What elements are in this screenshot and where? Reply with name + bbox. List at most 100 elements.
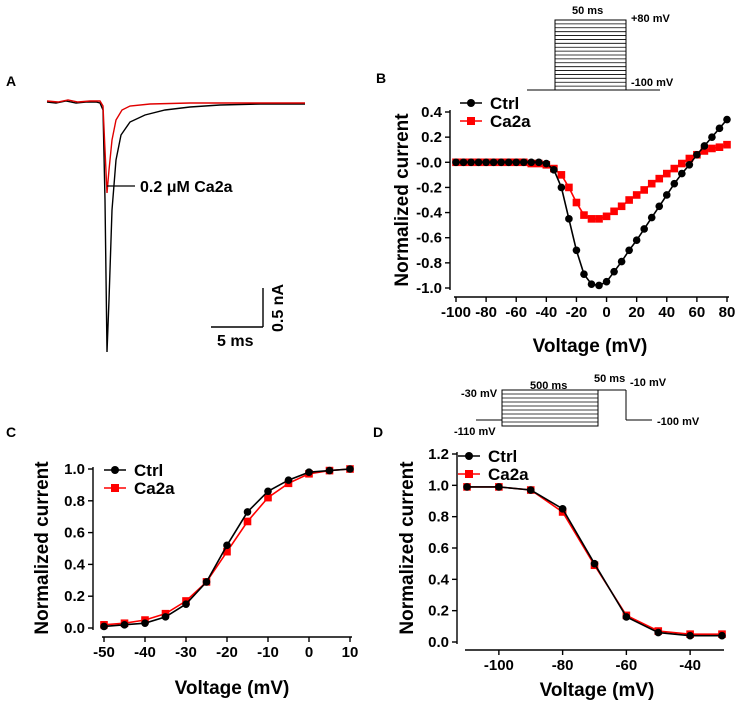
point-ctrl-d (463, 483, 471, 491)
point-ctrl-b (467, 158, 475, 167)
point-ctrl-d (495, 483, 503, 491)
point-ctrl-d (686, 631, 694, 640)
y-tick-label-d: 1.0 (428, 477, 449, 494)
plot-d: -100 -80 -60 -40 0.0 0.2 0.4 0.6 0.8 1.0 1.2 Voltag… (397, 446, 726, 701)
point-ca2a-b (723, 140, 731, 149)
point-ca2a-b (557, 171, 566, 179)
point-ctrl-c (325, 466, 334, 475)
y-tick-label-b: -0.4 (416, 205, 443, 222)
point-ca2a-b (572, 198, 581, 207)
x-tick-label-d: -60 (616, 657, 638, 674)
point-ctrl-c (284, 476, 293, 484)
plot-c: -50 -40 -30 -20 -10 0 10 0.0 0.2 0.4 0.6 0.8 1.0 Volt… (32, 461, 358, 699)
x-tick-label-d: -100 (484, 657, 514, 674)
x-tick-label-c: 0 (305, 644, 313, 661)
point-ca2a-b (647, 179, 656, 188)
x-tick-label-b: 80 (719, 304, 736, 321)
x-tick-label-d: -80 (552, 657, 574, 674)
y-axis-title-d: Normalized current (397, 461, 418, 635)
x-tick-label-b: -20 (566, 304, 588, 321)
panel-letter-b: B (376, 70, 386, 86)
legend-label-ca2a-b: Ca2a (490, 112, 531, 131)
point-ca2a-b (662, 169, 671, 178)
point-ca2a-b (685, 154, 694, 163)
point-ca2a-c (223, 547, 231, 556)
protocol-d-cond: -30 mV (461, 388, 498, 400)
point-ctrl-d (654, 628, 663, 637)
point-ctrl-b (632, 236, 641, 245)
point-ctrl-c (182, 600, 190, 608)
point-ca2a-c (243, 517, 252, 526)
point-ctrl-b (580, 270, 588, 278)
legend-label-ctrl-d: Ctrl (488, 447, 517, 466)
point-ctrl-c (202, 578, 211, 586)
point-ctrl-c (100, 622, 108, 631)
y-tick-label-d: 0.4 (428, 571, 450, 588)
y-axis-title-b: Normalized current (392, 113, 413, 287)
point-ctrl-b (489, 158, 498, 167)
point-ctrl-b (640, 225, 648, 233)
point-ctrl-b (459, 158, 468, 167)
point-ca2a-b (617, 202, 626, 211)
x-tick-label-c: -40 (134, 644, 156, 661)
y-tick-label-b: -0.6 (416, 230, 442, 247)
point-ca2a-b (640, 186, 648, 194)
point-ctrl-b (557, 183, 566, 192)
x-tick-label-b: -60 (505, 304, 527, 321)
point-ctrl-d (558, 505, 567, 513)
y-tick-label-d: 0.8 (428, 509, 449, 526)
protocol-d-hold: -110 mV (454, 426, 496, 438)
legend-label-ctrl-b: Ctrl (490, 94, 519, 113)
point-ctrl-b (565, 215, 573, 223)
point-ctrl-d (590, 559, 599, 568)
point-ca2a-b (655, 174, 664, 183)
point-ctrl-b (670, 179, 679, 188)
point-ctrl-b (527, 158, 536, 167)
x-tick-label-c: 10 (342, 644, 359, 661)
point-ca2a-b (595, 215, 603, 223)
y-tick-label-d: 0.2 (428, 603, 449, 620)
legend-label-ca2a-d: Ca2a (488, 465, 529, 484)
point-ca2a-b (565, 183, 573, 192)
point-ca2a-b (625, 196, 633, 204)
point-ca2a-b (587, 215, 596, 223)
protocol-b-low: -100 mV (631, 77, 674, 89)
legend-marker-ctrl-d (465, 452, 473, 460)
x-tick-label-c: -20 (216, 644, 238, 661)
protocol-d: -30 mV 500 ms 50 ms -10 mV -110 mV -100 … (454, 373, 700, 438)
x-tick-label-c: -10 (257, 644, 279, 661)
scale-bar-current-label: 0.5 nA (270, 284, 287, 332)
x-axis-title-d: Voltage (mV) (540, 680, 655, 701)
legend-marker-ca2a-c (111, 484, 119, 492)
point-ctrl-b (685, 161, 694, 169)
point-ca2a-b (715, 143, 724, 151)
annotation-label: 0.2 μM Ca2a (140, 179, 233, 196)
trace-ca2a (46, 99, 305, 194)
point-ctrl-b (647, 213, 656, 222)
y-tick-label-b: 0.4 (421, 104, 443, 121)
y-tick-label-c: 1.0 (64, 461, 85, 478)
point-ca2a-b (700, 147, 709, 155)
protocol-b: 50 ms +80 mV -100 mV (527, 5, 674, 91)
panel-letter-c: C (6, 424, 16, 440)
point-ctrl-c (305, 468, 313, 476)
x-axis-title-c: Voltage (mV) (175, 678, 290, 699)
point-ctrl-b (678, 169, 686, 178)
point-ctrl-c (141, 619, 149, 628)
point-ctrl-b (497, 158, 505, 167)
x-tick-label-b: 0 (602, 304, 610, 321)
x-tick-label-d: -40 (679, 657, 701, 674)
point-ctrl-b (700, 142, 709, 150)
x-tick-label-b: 60 (689, 304, 706, 321)
point-ctrl-b (610, 267, 618, 276)
x-tick-label-c: -30 (175, 644, 197, 661)
protocol-d-cond-time: 500 ms (530, 380, 567, 392)
point-ctrl-b (693, 150, 701, 159)
point-ctrl-b (617, 257, 626, 266)
x-tick-label-b: 20 (628, 304, 645, 321)
legend-marker-ca2a-d (465, 470, 473, 478)
protocol-d-test: -10 mV (630, 377, 667, 389)
y-tick-label-b: -1.0 (416, 280, 442, 297)
panel-letter-a: A (6, 73, 16, 89)
point-ctrl-b (504, 158, 513, 167)
